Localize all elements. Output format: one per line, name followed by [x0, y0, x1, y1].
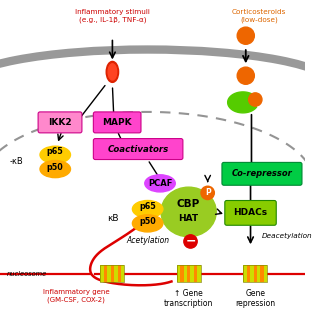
- Bar: [100, 265, 104, 283]
- Text: PCAF: PCAF: [148, 179, 172, 188]
- Bar: [177, 265, 180, 283]
- FancyBboxPatch shape: [222, 162, 302, 185]
- Bar: [121, 265, 124, 283]
- Ellipse shape: [132, 201, 163, 218]
- Bar: [177, 265, 201, 283]
- Bar: [257, 265, 260, 283]
- Text: Gene
repression: Gene repression: [235, 289, 275, 308]
- FancyBboxPatch shape: [38, 112, 82, 133]
- Text: CBP: CBP: [177, 199, 200, 209]
- Text: p65: p65: [139, 202, 156, 211]
- Text: Acetylation: Acetylation: [126, 236, 169, 245]
- Text: Inflammatory stimuli
(e.g., IL-1β, TNF-α): Inflammatory stimuli (e.g., IL-1β, TNF-α…: [75, 9, 150, 22]
- Text: -κB: -κB: [10, 157, 23, 166]
- Ellipse shape: [40, 146, 70, 163]
- Bar: [107, 265, 111, 283]
- FancyBboxPatch shape: [225, 201, 276, 225]
- Bar: [180, 265, 183, 283]
- Bar: [100, 265, 124, 283]
- Text: Inflammatory gene
(GM-CSF, COX-2): Inflammatory gene (GM-CSF, COX-2): [43, 289, 109, 303]
- Circle shape: [237, 67, 254, 84]
- Ellipse shape: [161, 187, 216, 237]
- Text: Coactivators: Coactivators: [108, 145, 169, 154]
- Bar: [114, 265, 117, 283]
- Circle shape: [184, 235, 197, 248]
- Text: ↑ Gene
transcription: ↑ Gene transcription: [164, 289, 213, 308]
- Bar: [194, 265, 197, 283]
- Circle shape: [249, 93, 262, 106]
- Text: Corticosteroids
(low-dose): Corticosteroids (low-dose): [232, 9, 286, 22]
- Bar: [260, 265, 264, 283]
- Bar: [190, 265, 194, 283]
- Text: p50: p50: [139, 217, 156, 226]
- Ellipse shape: [40, 161, 70, 178]
- Text: p50: p50: [47, 163, 64, 172]
- Polygon shape: [228, 92, 257, 113]
- Bar: [247, 265, 250, 283]
- Text: HDACs: HDACs: [234, 208, 268, 217]
- Bar: [250, 265, 253, 283]
- Bar: [197, 265, 201, 283]
- Bar: [104, 265, 107, 283]
- Ellipse shape: [106, 61, 119, 82]
- Bar: [244, 265, 247, 283]
- Ellipse shape: [108, 64, 117, 80]
- Bar: [111, 265, 114, 283]
- Text: Deacetylation: Deacetylation: [262, 233, 313, 239]
- Bar: [244, 265, 267, 283]
- Text: IKK2: IKK2: [48, 118, 72, 127]
- Text: Co-repressor: Co-repressor: [232, 169, 292, 178]
- Bar: [264, 265, 267, 283]
- Text: P: P: [205, 188, 211, 197]
- Circle shape: [201, 186, 214, 200]
- Text: nucleosome: nucleosome: [6, 271, 47, 277]
- Text: κB: κB: [107, 214, 118, 223]
- Bar: [183, 265, 187, 283]
- Bar: [187, 265, 190, 283]
- Ellipse shape: [132, 215, 163, 232]
- FancyBboxPatch shape: [93, 112, 141, 133]
- Circle shape: [237, 27, 254, 44]
- Text: −: −: [185, 235, 196, 248]
- Text: HAT: HAT: [179, 214, 199, 223]
- Bar: [253, 265, 257, 283]
- Text: p65: p65: [47, 148, 64, 156]
- Bar: [117, 265, 121, 283]
- FancyBboxPatch shape: [93, 139, 183, 160]
- Text: MAPK: MAPK: [102, 118, 132, 127]
- Ellipse shape: [145, 175, 175, 192]
